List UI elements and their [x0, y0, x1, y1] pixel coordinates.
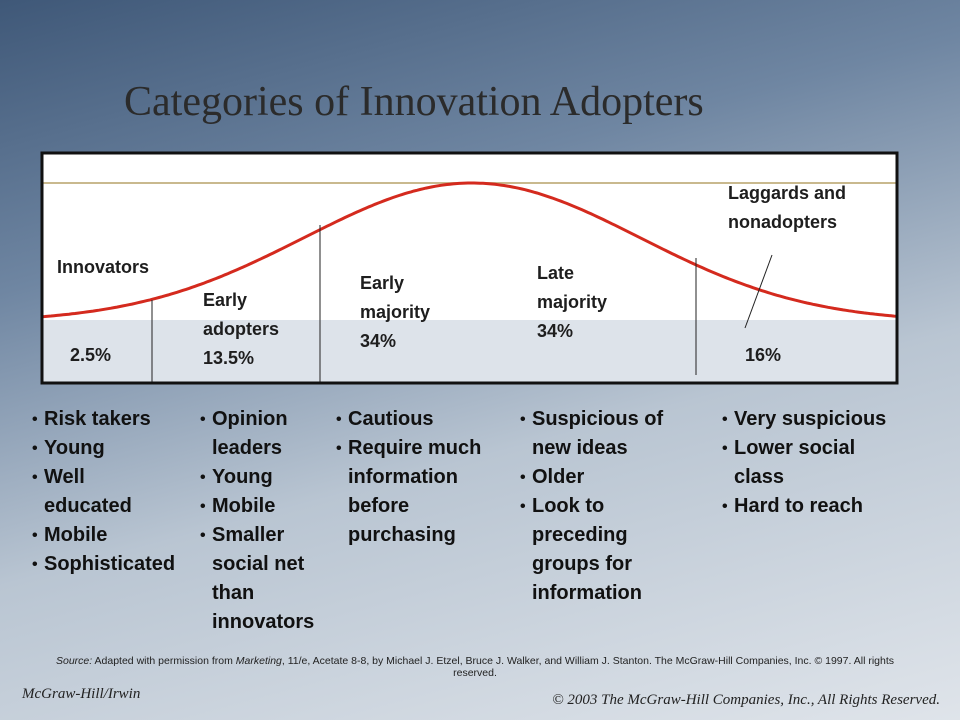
trait-item: Smaller social net than innovators	[200, 521, 332, 637]
segment-label: Early adopters 13.5%	[203, 286, 313, 373]
trait-item: Very suspicious	[722, 405, 909, 434]
trait-item: Cautious	[336, 405, 508, 434]
segment-share: 2.5%	[70, 345, 112, 365]
segment-label-text: Early adopters	[203, 290, 280, 339]
segment-share: 13.5%	[203, 348, 255, 368]
trait-list: CautiousRequire much information before …	[336, 405, 508, 550]
trait-item: Require much information before purchasi…	[336, 434, 508, 550]
source-text: Adapted with permission from	[94, 655, 233, 667]
source-note: Source: Adapted with permission from Mar…	[45, 655, 905, 679]
trait-item: Opinion leaders	[200, 405, 332, 463]
trait-list: Risk takersYoungWell educatedMobileSophi…	[32, 405, 175, 579]
trait-list: Opinion leadersYoungMobileSmaller social…	[200, 405, 332, 637]
footer-right: © 2003 The McGraw-Hill Companies, Inc., …	[552, 692, 940, 708]
trait-item: Young	[32, 434, 174, 463]
source-text: , 11/e, Acetate 8-8, by Michael J. Etzel…	[281, 655, 894, 679]
segment-label-text: Late majority	[537, 263, 608, 312]
segment-share: 16%	[745, 345, 782, 365]
pointer	[744, 254, 773, 329]
segment-label: Early majority 34%	[360, 269, 460, 356]
baseline-band	[42, 320, 897, 383]
segment-label: Innovators	[57, 257, 150, 277]
trait-item: Risk takers	[32, 405, 174, 434]
trait-item: Older	[520, 463, 697, 492]
slide-title: Categories of Innovation Adopters	[124, 79, 704, 125]
segment-share: 34%	[537, 321, 574, 341]
trait-item: Suspicious of new ideas	[520, 405, 697, 463]
trait-item: Hard to reach	[722, 492, 909, 521]
trait-item: Young	[200, 463, 332, 492]
trait-item: Mobile	[200, 492, 332, 521]
trait-item: Sophisticated	[32, 550, 175, 579]
source-book: Marketing	[235, 655, 282, 667]
segment-label: Late majority 34%	[537, 259, 637, 346]
trait-item: Well educated	[32, 463, 174, 521]
bell-curve	[41, 181, 898, 319]
segment-label: Laggards and nonadopters	[728, 183, 847, 232]
trait-item: Mobile	[32, 521, 174, 550]
source-label: Source:	[56, 655, 93, 667]
footer-left: McGraw-Hill/Irwin	[22, 686, 141, 702]
segment-label-text: Early majority	[360, 273, 431, 322]
trait-list: Very suspiciousLower social classHard to…	[722, 405, 909, 521]
trait-list: Suspicious of new ideasOlderLook to prec…	[520, 405, 697, 608]
trait-item: Lower social class	[722, 434, 909, 492]
segment-share: 34%	[360, 331, 397, 351]
diagram-frame	[40, 151, 899, 385]
trait-item: Look to preceding groups for information	[520, 492, 697, 608]
